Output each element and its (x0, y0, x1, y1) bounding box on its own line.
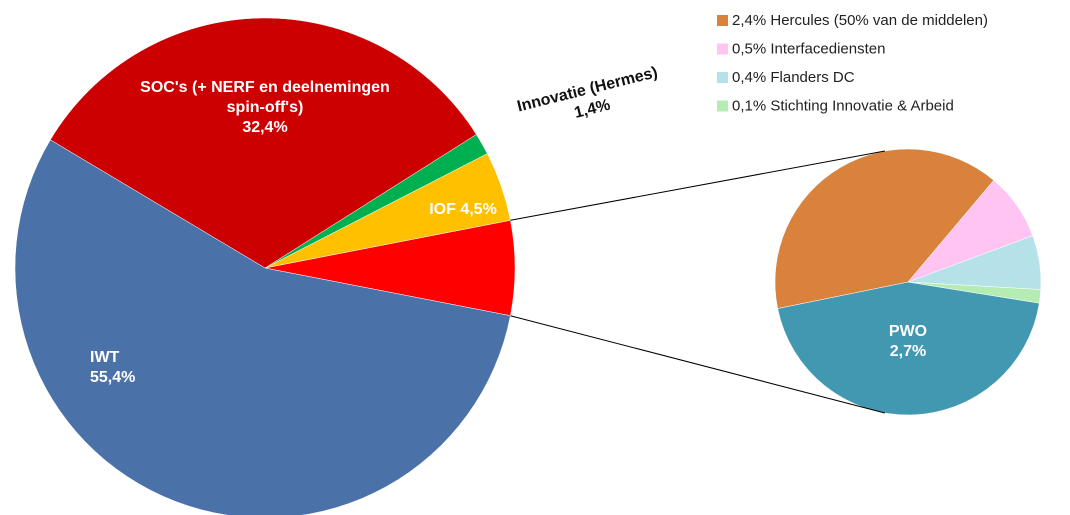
pie-slice (50, 17, 477, 269)
slice-label: IWT 55,4% (90, 348, 135, 388)
legend-name: Interfacediensten (770, 40, 885, 57)
legend-label: 2,4% Hercules (50% van de middelen) (732, 12, 988, 29)
pie-slice (774, 148, 995, 309)
legend-value: 0,5% (732, 40, 766, 57)
slice-label: SOC's (+ NERF en deelnemingen spin-off's… (135, 78, 395, 138)
legend-swatch (717, 100, 728, 112)
slice-category: PWO (888, 323, 928, 340)
connector (510, 150, 885, 221)
legend-name: Stichting Innovatie & Arbeid (770, 97, 953, 114)
legend-label: 0,5% Interfacediensten (732, 40, 885, 57)
pie-slice (14, 139, 511, 515)
slice-label: IOF 4,5% (408, 200, 518, 220)
legend-value: 2,4% (732, 12, 766, 29)
slice-label: PWO 2,7% (858, 322, 958, 362)
slice-category: IWT (90, 349, 120, 366)
slice-category: IOF (429, 201, 456, 218)
legend-label: 0,4% Flanders DC (732, 69, 855, 86)
legend-name: Hercules (50% van de middelen) (770, 12, 988, 29)
slice-category: SOC's (+ NERF en deelnemingen spin-off's… (140, 79, 399, 116)
slice-value: 55,4% (90, 369, 136, 386)
legend-value: 0,4% (732, 69, 766, 86)
slice-value: 4,5% (460, 201, 497, 218)
legend-swatch (717, 43, 728, 55)
pie-slice (907, 281, 1042, 304)
connector (510, 315, 886, 414)
legend-swatch (717, 15, 728, 26)
legend-value: 0,1% (732, 97, 766, 114)
slice-value: 32,4% (242, 119, 288, 136)
legend-name: Flanders DC (770, 69, 854, 86)
pie-slice (777, 281, 1040, 416)
legend-swatch (717, 72, 728, 83)
slice-value: 2,7% (889, 343, 927, 360)
legend-label: 0,1% Stichting Innovatie & Arbeid (732, 97, 954, 114)
